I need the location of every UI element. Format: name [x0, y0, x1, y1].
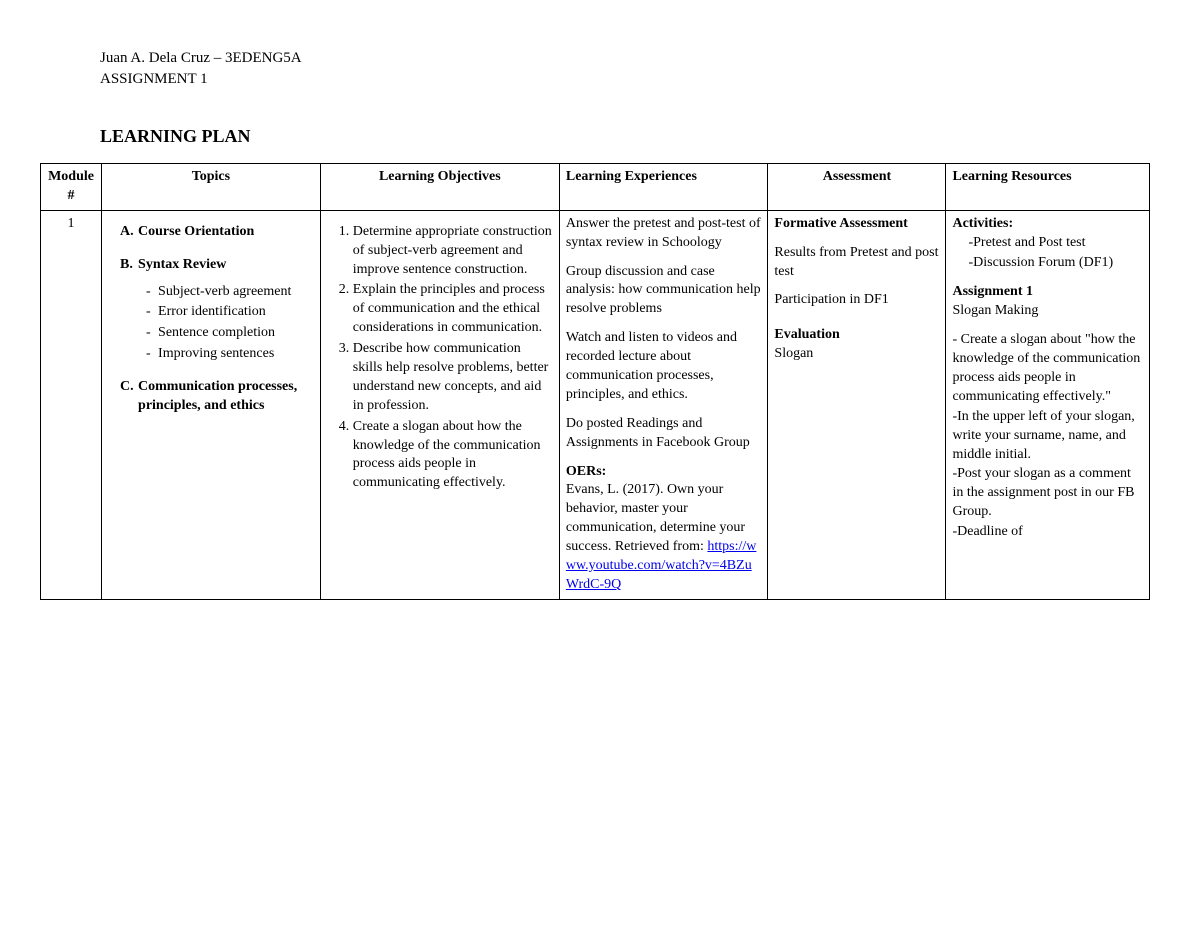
th-resources: Learning Resources: [946, 164, 1150, 211]
page-title: LEARNING PLAN: [100, 126, 1160, 147]
resource-detail: -Post your slogan as a comment in the as…: [952, 465, 1143, 522]
topic-b: Syntax Review Subject-verb agreement Err…: [138, 256, 314, 364]
cell-objectives: Determine appropriate construction of su…: [320, 210, 559, 599]
resource-detail: -In the upper left of your slogan, write…: [952, 408, 1143, 465]
th-module: Module #: [41, 164, 102, 211]
resource-detail: -Deadline of: [952, 523, 1143, 542]
topic-c: Communication processes, principles, and…: [138, 378, 314, 416]
topic-b-item: Improving sentences: [158, 345, 314, 364]
oers-block: OERs: Evans, L. (2017). Own your behavio…: [566, 463, 762, 595]
cell-resources: Activities: -Pretest and Post test -Disc…: [946, 210, 1150, 599]
assess-heading: Formative Assessment: [774, 215, 939, 234]
th-assessment: Assessment: [768, 164, 946, 211]
assignment-label: Assignment 1: [952, 283, 1143, 302]
table-header-row: Module # Topics Learning Objectives Lear…: [41, 164, 1150, 211]
topic-b-label: Syntax Review: [138, 257, 226, 272]
exp-para: Watch and listen to videos and recorded …: [566, 329, 762, 405]
oers-label: OERs:: [566, 464, 606, 479]
activity-item: -Pretest and Post test: [968, 234, 1143, 253]
objective-item: Describe how communication skills help r…: [353, 340, 553, 416]
assignment-subtitle: Slogan Making: [952, 302, 1143, 321]
exp-para: Group discussion and case analysis: how …: [566, 263, 762, 320]
th-objectives: Learning Objectives: [320, 164, 559, 211]
activity-item: -Discussion Forum (DF1): [968, 254, 1143, 273]
cell-module-number: 1: [41, 210, 102, 599]
topic-b-item: Sentence completion: [158, 324, 314, 343]
table-row: 1 Course Orientation Syntax Review Subje…: [41, 210, 1150, 599]
resource-detail: - Create a slogan about "how the knowled…: [952, 331, 1143, 407]
author-line: Juan A. Dela Cruz – 3EDENG5A: [100, 48, 1160, 69]
exp-para: Do posted Readings and Assignments in Fa…: [566, 415, 762, 453]
objective-item: Explain the principles and process of co…: [353, 281, 553, 338]
objective-item: Determine appropriate construction of su…: [353, 223, 553, 280]
learning-plan-table: Module # Topics Learning Objectives Lear…: [40, 163, 1150, 600]
cell-topics: Course Orientation Syntax Review Subject…: [102, 210, 321, 599]
th-experiences: Learning Experiences: [559, 164, 768, 211]
assess-text: Results from Pretest and post test: [774, 244, 939, 282]
topic-b-item: Error identification: [158, 303, 314, 322]
document-header: Juan A. Dela Cruz – 3EDENG5A ASSIGNMENT …: [40, 48, 1160, 90]
activities-label: Activities:: [952, 215, 1143, 234]
th-topics: Topics: [102, 164, 321, 211]
exp-para: Answer the pretest and post-test of synt…: [566, 215, 762, 253]
assess-text: Participation in DF1: [774, 291, 939, 310]
assess-text: Slogan: [774, 345, 939, 364]
topic-a: Course Orientation: [138, 223, 314, 242]
assess-heading: Evaluation: [774, 326, 939, 345]
topic-b-item: Subject-verb agreement: [158, 283, 314, 302]
cell-assessment: Formative Assessment Results from Pretes…: [768, 210, 946, 599]
assignment-line: ASSIGNMENT 1: [100, 69, 1160, 90]
objective-item: Create a slogan about how the knowledge …: [353, 418, 553, 494]
cell-experiences: Answer the pretest and post-test of synt…: [559, 210, 768, 599]
